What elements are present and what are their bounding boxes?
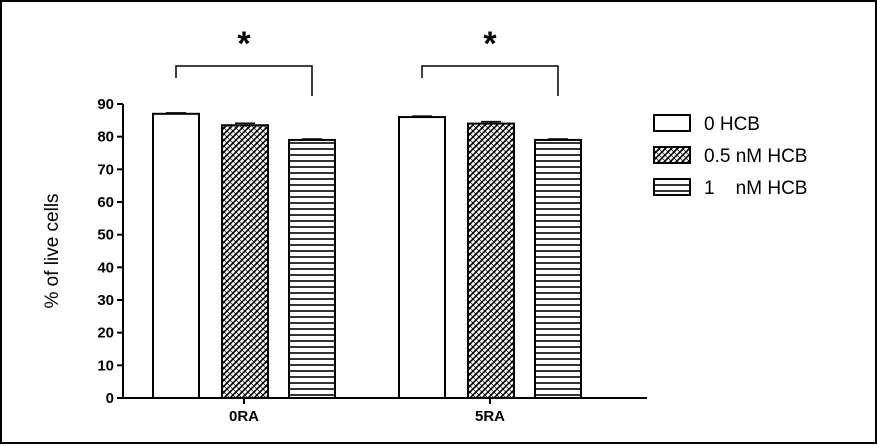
significance-star: * xyxy=(483,25,497,63)
y-tick-label: 40 xyxy=(97,259,114,276)
bar xyxy=(467,122,515,399)
y-tick-label: 50 xyxy=(97,227,114,244)
y-tick-label: 20 xyxy=(97,325,114,342)
y-tick-label: 60 xyxy=(97,194,114,211)
x-tick-label: 5RA xyxy=(475,408,505,425)
y-tick-label: 80 xyxy=(97,129,114,146)
x-tick-label: 0RA xyxy=(229,408,259,425)
y-tick-label: 90 xyxy=(97,96,114,113)
bar xyxy=(398,116,446,399)
legend: 0 HCB 0.5 nM HCB 1 nM HCB xyxy=(653,114,807,199)
legend-label: 0.5 nM HCB xyxy=(704,146,807,167)
significance-bracket xyxy=(175,65,313,96)
significance-bracket xyxy=(421,65,559,96)
bar xyxy=(534,138,582,400)
x-axis: 0RA 5RA xyxy=(123,397,647,425)
y-tick-label: 30 xyxy=(97,292,114,309)
y-axis: 0 10 20 30 40 50 60 70 80 90 xyxy=(97,96,124,407)
legend-label: 1 nM HCB xyxy=(704,178,807,199)
legend-swatch xyxy=(653,178,691,196)
y-axis-label: % of live cells xyxy=(42,193,63,308)
bar xyxy=(152,112,200,400)
significance-star: * xyxy=(237,25,251,63)
legend-swatch xyxy=(653,114,691,132)
bar xyxy=(288,138,336,400)
bars-group xyxy=(152,112,582,400)
y-tick-label: 0 xyxy=(106,390,114,407)
y-tick-label: 70 xyxy=(97,161,114,178)
y-tick-label: 10 xyxy=(97,357,114,374)
bar xyxy=(221,124,269,399)
significance-group: * * xyxy=(175,25,559,96)
legend-label: 0 HCB xyxy=(704,114,760,135)
legend-swatch xyxy=(653,146,691,164)
